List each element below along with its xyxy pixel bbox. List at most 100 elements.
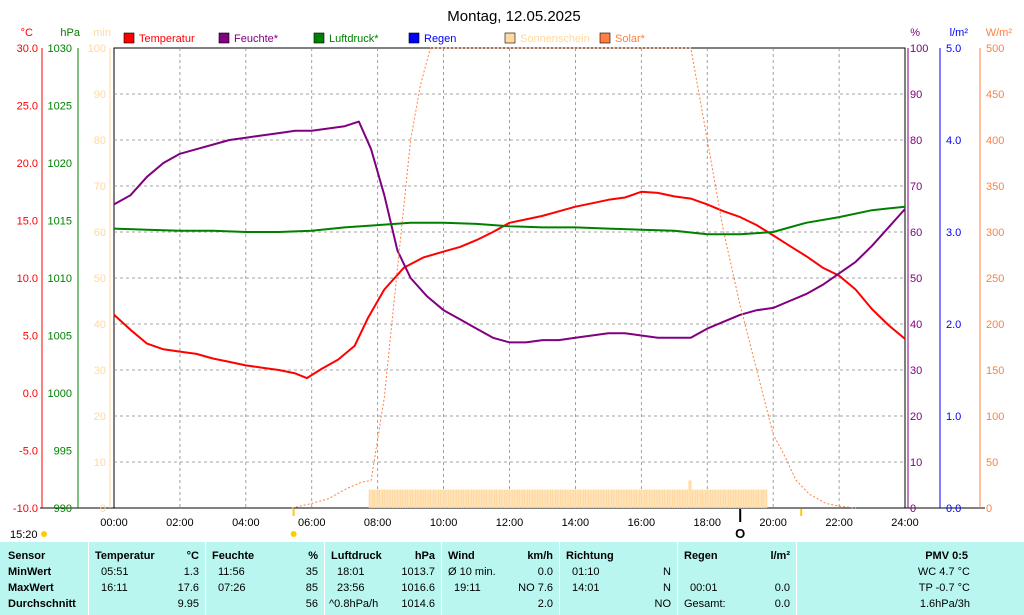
pres-min-time: 18:01 — [337, 566, 365, 578]
axis-unit-sun_minutes: min — [93, 27, 111, 39]
x-tick-label: 14:00 — [562, 517, 590, 529]
tick-humidity: 90 — [910, 89, 922, 101]
tick-rain: 3.0 — [946, 227, 961, 239]
series-line-luftdruck — [113, 205, 906, 236]
tick-sun_minutes: 10 — [94, 457, 106, 469]
tick-pressure: 1020 — [48, 158, 72, 170]
axis-unit-labels: °C hPa min% l/m² W/m² — [21, 27, 1013, 39]
temp-min-value: 1.3 — [183, 566, 199, 578]
statistics-panel: Sensor MinWert MaxWert Durchschnitt Temp… — [0, 542, 1024, 615]
x-tick-label: 24:00 — [891, 517, 919, 529]
pres-avg-value: 1014.6 — [401, 598, 435, 610]
x-tick-label: 16:00 — [628, 517, 656, 529]
legend-label: Sonnenschein — [520, 33, 590, 45]
tick-pressure: 1005 — [48, 331, 72, 343]
tick-pressure: 990 — [54, 503, 72, 515]
legend-swatch — [313, 32, 325, 44]
tick-temp: 0.0 — [23, 388, 38, 400]
pres-min-value: 1013.7 — [401, 566, 435, 578]
rain-unit: l/m² — [770, 550, 790, 562]
hum-min-time: 11:56 — [218, 566, 245, 578]
temp-max-time: 16:11 — [101, 582, 128, 594]
tick-humidity: 40 — [910, 319, 922, 331]
tick-sun_minutes: 80 — [94, 135, 106, 147]
row-label-min: MinWert — [8, 566, 52, 578]
tick-solar: 400 — [986, 135, 1004, 147]
temperature-unit: °C — [186, 550, 199, 562]
tick-sun_minutes: 60 — [94, 227, 106, 239]
sunrise-dot — [41, 531, 47, 537]
tick-solar: 150 — [986, 365, 1004, 377]
axis-unit-rain: l/m² — [950, 27, 969, 39]
tick-humidity: 30 — [910, 365, 922, 377]
tick-solar: 200 — [986, 319, 1004, 331]
pmv-header: PMV 0:5 — [925, 550, 968, 562]
tick-sun_minutes: 30 — [94, 365, 106, 377]
tick-pressure: 1010 — [48, 273, 72, 285]
axis-unit-pressure: hPa — [60, 27, 80, 39]
axis-lines — [40, 48, 985, 509]
rain-max-time: 00:01 — [690, 582, 718, 594]
temperature-column: Temperatur °C 05:51 1.3 16:11 17.6 9.95 — [89, 542, 205, 615]
tick-sun_minutes: 70 — [94, 181, 106, 193]
legend-label: Luftdruck* — [329, 33, 379, 45]
axis-tick-labels: 00:00 02:00 04:00 06:00 08:00 10:00 12:00 14:00… — [13, 43, 1004, 529]
x-tick-label: 04:00 — [232, 517, 260, 529]
tick-solar: 50 — [986, 457, 998, 469]
tick-sun_minutes: 20 — [94, 411, 106, 423]
legend-swatch — [599, 32, 611, 44]
tick-solar: 100 — [986, 411, 1004, 423]
series-line-temperatur — [113, 190, 906, 380]
wind-min-value: 0.0 — [537, 566, 553, 578]
legend-swatch — [408, 32, 420, 44]
tick-temp: -10.0 — [13, 503, 38, 515]
x-tick-label: 02:00 — [166, 517, 194, 529]
tick-pressure: 995 — [54, 446, 72, 458]
series-line-feuchte — [113, 120, 906, 344]
axis-unit-humidity: % — [910, 27, 920, 39]
pressure-header: Luftdruck — [331, 550, 382, 562]
tick-temp: 20.0 — [17, 158, 38, 170]
tick-humidity: 20 — [910, 411, 922, 423]
tick-rain: 5.0 — [946, 43, 961, 55]
dir-avg-value: NO — [654, 598, 672, 610]
x-tick-label: 08:00 — [364, 517, 392, 529]
pmv-pressure-trend: 1.6hPa/3h — [919, 598, 970, 610]
dir-max-value: N — [663, 582, 671, 594]
sensor-column: Sensor MinWert MaxWert Durchschnitt — [0, 542, 88, 615]
tick-solar: 0 — [986, 503, 992, 515]
legend-label: Feuchte* — [234, 33, 279, 45]
legend-label: Regen — [424, 33, 456, 45]
humidity-column: Feuchte% 11:56 35 07:26 85 56 — [206, 542, 324, 615]
pmv-column: PMV 0:5 WC 4.7 °C TP -0.7 °C 1.6hPa/3h — [797, 542, 1024, 615]
sensor-header: Sensor — [8, 550, 46, 562]
temperature-header: Temperatur — [95, 550, 155, 562]
sunshine-bars — [368, 480, 768, 508]
tick-solar: 350 — [986, 181, 1004, 193]
tick-rain: 2.0 — [946, 319, 961, 331]
tick-solar: 300 — [986, 227, 1004, 239]
tick-pressure: 1015 — [48, 216, 72, 228]
x-tick-label: 20:00 — [759, 517, 787, 529]
wind-min-time: Ø 10 min. — [448, 566, 496, 578]
sun-symbol: O — [735, 526, 745, 541]
tick-solar: 500 — [986, 43, 1004, 55]
tick-pressure: 1000 — [48, 388, 72, 400]
dir-min-value: N — [663, 566, 671, 578]
pres-avg-trend: ^0.8hPa/h — [329, 598, 379, 610]
hum-max-value: 85 — [305, 582, 318, 594]
wind-column: Wind km/h Ø 10 min. 0.0 19:11 NO 7.6 2.0 — [442, 542, 559, 615]
temp-min-time: 05:51 — [101, 566, 129, 578]
pres-max-value: 1016.6 — [401, 582, 435, 594]
dir-max-time: 14:01 — [572, 582, 600, 594]
chart-legend: Temperatur Feuchte* Luftdruck* Regen Sonnens… — [123, 32, 646, 45]
x-tick-label: 18:00 — [693, 517, 721, 529]
humidity-unit: % — [308, 550, 318, 562]
time-markers: O — [41, 509, 803, 541]
tick-rain: 4.0 — [946, 135, 961, 147]
legend-swatch — [504, 32, 516, 44]
tick-humidity: 50 — [910, 273, 922, 285]
temp-avg-value: 9.95 — [177, 598, 199, 610]
time-label: 15:20 — [10, 529, 38, 541]
tick-sun_minutes: 100 — [88, 43, 106, 55]
